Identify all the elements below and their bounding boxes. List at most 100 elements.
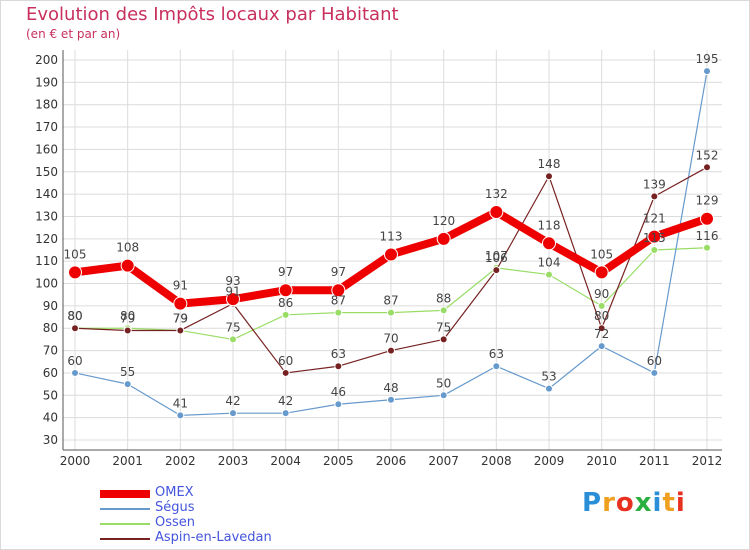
data-label-ossen-2001: 80	[120, 309, 135, 323]
y-tick-label-30: 30	[43, 433, 58, 447]
point-omex-2000	[68, 265, 82, 280]
y-tick-label-110: 110	[35, 254, 58, 268]
data-label-s-gus-2004: 42	[278, 394, 293, 408]
data-label-ossen-2012: 116	[696, 229, 719, 243]
x-tick-label-2001: 2001	[112, 454, 143, 468]
point-ossen-2003	[229, 335, 237, 344]
data-label-s-gus-2007: 50	[436, 376, 451, 390]
data-label-s-gus-2005: 46	[331, 385, 346, 399]
y-tick-label-140: 140	[35, 187, 58, 201]
point-aspin-en-lavedan-2011	[650, 192, 659, 201]
logo-letter: i	[652, 488, 663, 518]
y-tick-label-90: 90	[43, 299, 58, 313]
y-tick-label-130: 130	[35, 209, 58, 223]
data-label-aspin-en-lavedan-2007: 75	[436, 320, 451, 334]
point-s-gus-2003	[229, 409, 237, 418]
point-ossen-2011	[650, 246, 659, 254]
data-label-omex-2002: 91	[173, 279, 188, 293]
data-label-omex-2012: 129	[696, 194, 719, 208]
x-tick-label-2010: 2010	[586, 454, 617, 468]
point-omex-2003	[226, 292, 240, 307]
data-label-s-gus-2012: 195	[696, 52, 719, 66]
y-tick-label-180: 180	[35, 98, 58, 112]
data-label-s-gus-2006: 48	[383, 381, 398, 395]
point-aspin-en-lavedan-2012	[703, 163, 711, 172]
x-tick-label-2006: 2006	[376, 454, 407, 468]
point-aspin-en-lavedan-2004	[281, 368, 290, 377]
y-tick-label-40: 40	[43, 411, 58, 425]
logo-letter: r	[602, 488, 616, 518]
y-tick-label-80: 80	[43, 321, 58, 335]
x-tick-label-2005: 2005	[323, 454, 354, 468]
data-label-omex-2009: 118	[538, 218, 561, 232]
data-label-s-gus-2000: 60	[67, 354, 82, 368]
data-label-omex-2008: 132	[485, 187, 508, 201]
point-omex-2004	[278, 283, 293, 298]
data-label-s-gus-2002: 41	[173, 396, 188, 410]
point-aspin-en-lavedan-2005	[334, 362, 343, 371]
point-s-gus-2001	[123, 380, 132, 389]
point-ossen-2010	[597, 301, 606, 310]
data-label-omex-2000: 105	[64, 247, 87, 261]
point-ossen-2009	[545, 270, 553, 279]
y-tick-label-70: 70	[43, 344, 58, 358]
y-tick-label-60: 60	[43, 366, 58, 380]
y-tick-label-190: 190	[35, 75, 58, 89]
y-tick-label-50: 50	[43, 388, 58, 402]
point-aspin-en-lavedan-2009	[545, 172, 553, 181]
x-tick-label-2008: 2008	[481, 454, 512, 468]
data-label-omex-2003: 93	[225, 274, 240, 288]
data-label-omex-2005: 97	[331, 265, 346, 279]
data-label-aspin-en-lavedan-2000: 80	[67, 309, 82, 323]
point-omex-2005	[331, 283, 346, 298]
legend-swatch-omex	[100, 490, 150, 498]
point-omex-2010	[594, 265, 609, 280]
data-label-ossen-2005: 87	[331, 294, 346, 308]
x-tick-label-2002: 2002	[165, 454, 196, 468]
y-tick-label-160: 160	[35, 142, 58, 156]
legend-swatch-aspin-en-lavedan	[100, 538, 150, 540]
point-omex-2012	[700, 211, 714, 226]
legend-label-aspin-en-lavedan: Aspin-en-Lavedan	[155, 530, 272, 545]
point-aspin-en-lavedan-2008	[492, 266, 501, 275]
point-aspin-en-lavedan-2010	[597, 324, 606, 333]
data-label-aspin-en-lavedan-2011: 139	[643, 177, 666, 191]
point-ossen-2007	[439, 306, 448, 315]
data-label-ossen-2009: 104	[538, 256, 561, 270]
logo-letter: t	[662, 488, 676, 518]
data-label-ossen-2004: 86	[278, 296, 293, 310]
x-tick-label-2003: 2003	[218, 454, 249, 468]
data-label-aspin-en-lavedan-2002: 79	[173, 311, 188, 325]
data-label-omex-2004: 97	[278, 265, 293, 279]
y-tick-label-200: 200	[35, 53, 58, 67]
point-ossen-2005	[334, 308, 343, 317]
point-omex-2008	[489, 205, 504, 219]
point-s-gus-2006	[387, 395, 395, 404]
data-label-aspin-en-lavedan-2001: 79	[120, 311, 135, 325]
logo-letter: o	[615, 488, 635, 518]
data-label-s-gus-2003: 42	[225, 394, 240, 408]
point-s-gus-2009	[545, 384, 553, 393]
point-s-gus-2008	[492, 362, 501, 371]
point-omex-2001	[120, 258, 135, 273]
data-label-s-gus-2010: 72	[594, 327, 609, 341]
point-s-gus-2010	[597, 342, 606, 351]
data-label-ossen-2008: 107	[485, 249, 508, 263]
x-tick-label-2000: 2000	[60, 454, 91, 468]
data-label-aspin-en-lavedan-2003: 91	[225, 285, 240, 299]
point-omex-2007	[436, 231, 451, 246]
legend-swatch-ossen	[100, 523, 150, 525]
point-aspin-en-lavedan-2002	[176, 326, 185, 335]
point-s-gus-2004	[281, 409, 290, 418]
y-tick-label-150: 150	[35, 165, 58, 179]
point-omex-2006	[384, 247, 398, 262]
x-tick-label-2007: 2007	[428, 454, 459, 468]
data-label-ossen-2010: 90	[594, 287, 609, 301]
point-s-gus-2002	[176, 411, 185, 420]
point-aspin-en-lavedan-2000	[71, 324, 79, 333]
data-label-omex-2007: 120	[432, 214, 455, 228]
data-label-aspin-en-lavedan-2009: 148	[538, 157, 561, 171]
y-tick-label-100: 100	[35, 277, 58, 291]
point-aspin-en-lavedan-2006	[387, 346, 395, 355]
